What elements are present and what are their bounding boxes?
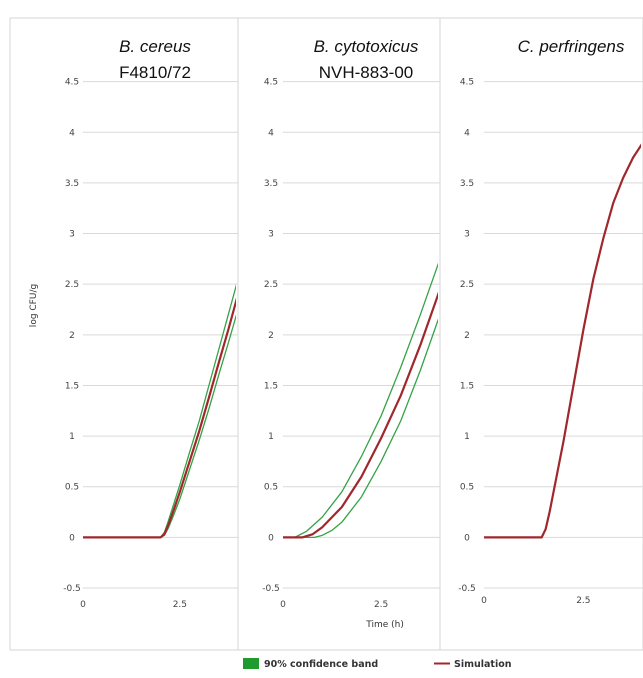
- y-tick-label: -0.5: [458, 584, 476, 594]
- panel-frame: [439, 17, 643, 651]
- y-tick-label: 4.5: [264, 78, 278, 88]
- y-tick-label: 2: [69, 331, 75, 341]
- confidence-band-upper-line: [283, 262, 438, 539]
- panel-subtitle: NVH-883-00: [319, 63, 414, 82]
- x-tick-label: 0: [481, 596, 487, 606]
- y-tick-label: 2: [464, 331, 470, 341]
- y-tick-label: 1: [268, 432, 274, 442]
- y-tick-label: 0.5: [65, 483, 79, 493]
- y-tick-label: 0: [268, 533, 274, 543]
- simulation-line: [484, 143, 641, 539]
- series-group: [83, 283, 236, 539]
- x-tick-label: 0: [280, 600, 286, 610]
- simulation-line: [283, 291, 438, 539]
- y-tick-label: -0.5: [262, 584, 280, 594]
- y-tick-label: 4: [69, 128, 75, 138]
- series-group: [484, 143, 641, 539]
- y-tick-label: 3: [268, 230, 274, 240]
- panel-subtitle: F4810/72: [119, 63, 191, 82]
- legend-band-label: 90% confidence band: [264, 659, 378, 670]
- panel-title: B. cereus: [119, 37, 191, 56]
- y-tick-label: -0.5: [63, 584, 81, 594]
- series-group: [283, 262, 438, 539]
- y-tick-label: 1.5: [460, 381, 474, 391]
- x-tick-label: 0: [80, 600, 86, 610]
- y-tick-label: 2.5: [460, 280, 474, 290]
- y-tick-label: 2: [268, 331, 274, 341]
- y-tick-label: 3.5: [264, 179, 278, 189]
- panel-title: B. cytotoxicus: [314, 37, 419, 56]
- y-tick-label: 0.5: [460, 483, 474, 493]
- y-axis-label: log CFU/g: [29, 284, 39, 327]
- y-tick-label: 1.5: [264, 381, 278, 391]
- y-tick-label: 0: [464, 533, 470, 543]
- y-tick-label: 4.5: [65, 78, 79, 88]
- y-tick-label: 0.5: [264, 483, 278, 493]
- x-axis-label: Time (h): [365, 620, 404, 630]
- x-tick-label: 2.5: [374, 600, 388, 610]
- y-tick-label: 3.5: [460, 179, 474, 189]
- legend-band-swatch: [243, 658, 259, 669]
- confidence-band-lower-line: [283, 318, 438, 539]
- x-tick-label: 2.5: [173, 600, 187, 610]
- y-tick-label: 2.5: [65, 280, 79, 290]
- y-tick-label: 4.5: [460, 78, 474, 88]
- simulation-line: [83, 297, 236, 539]
- y-tick-label: 4: [268, 128, 274, 138]
- y-tick-label: 3: [464, 230, 470, 240]
- chart-panel-1: -0.5 0 0.5 1 1.5 2 2.5 3 3.5 4 4.5 0 2.5 log CFU/g B. …: [9, 17, 239, 651]
- y-tick-label: 1: [69, 432, 75, 442]
- y-tick-label: 3.5: [65, 179, 79, 189]
- panel-title: C. perfringens: [518, 37, 625, 56]
- x-tick-label: 2.5: [576, 596, 590, 606]
- y-tick-label: 4: [464, 128, 470, 138]
- y-tick-label: 1.5: [65, 381, 79, 391]
- y-tick-label: 2.5: [264, 280, 278, 290]
- y-tick-label: 1: [464, 432, 470, 442]
- y-tick-label: 3: [69, 230, 75, 240]
- legend: 90% confidence band Simulation: [243, 658, 512, 670]
- y-tick-label: 0: [69, 533, 75, 543]
- legend-simulation-label: Simulation: [454, 659, 512, 670]
- chart-panel-3: -0.5 0 0.5 1 1.5 2 2.5 3 3.5 4 4.5 0 2.5 C. perfringe…: [439, 17, 643, 651]
